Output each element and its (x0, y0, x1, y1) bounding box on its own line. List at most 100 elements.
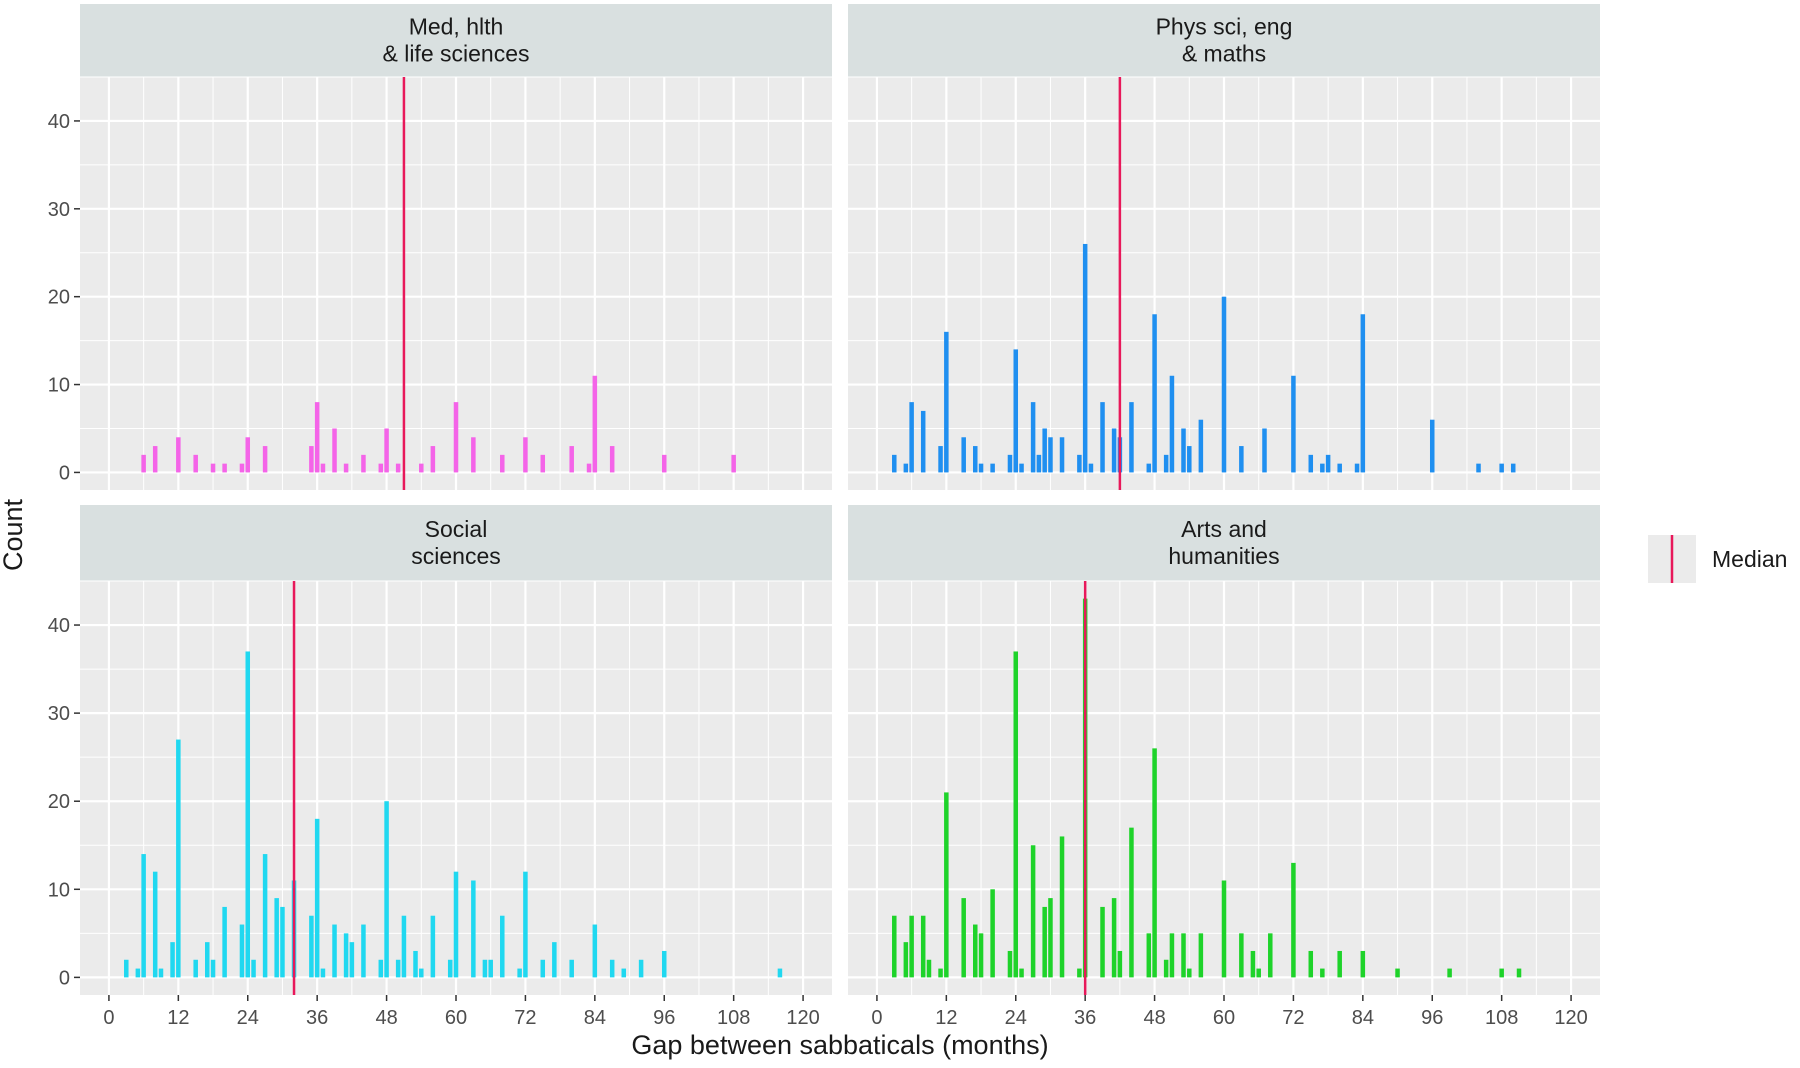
legend-label-median: Median (1712, 546, 1787, 572)
histogram-bar (262, 854, 268, 978)
histogram-bar (1129, 402, 1134, 473)
histogram-bar (401, 915, 407, 978)
y-tick-label: 0 (59, 967, 70, 989)
histogram-bar (205, 942, 210, 978)
histogram-bar (1181, 933, 1186, 978)
histogram-bar (1320, 968, 1325, 978)
histogram-bar (222, 906, 227, 978)
histogram-bar (1429, 419, 1435, 473)
histogram-bar (453, 871, 459, 978)
histogram-bar (523, 437, 528, 473)
histogram-bar (661, 950, 667, 978)
facet-title-arts: Arts and (1181, 516, 1267, 542)
histogram-bar (777, 968, 783, 978)
histogram-bar (262, 446, 268, 473)
facet-title-phys: & maths (1182, 41, 1266, 67)
histogram-bar (1476, 463, 1481, 473)
y-tick-label: 0 (59, 462, 70, 484)
histogram-bar (569, 959, 574, 978)
histogram-bar (961, 898, 966, 978)
histogram-bar (222, 463, 227, 473)
histogram-bar (1013, 651, 1019, 978)
y-tick-label: 10 (48, 375, 70, 397)
histogram-bar (523, 871, 528, 978)
histogram-bar (978, 933, 984, 978)
histogram-bar (569, 446, 574, 473)
histogram-bar (453, 402, 459, 473)
histogram-bar (1077, 454, 1082, 473)
histogram-bar (419, 968, 424, 978)
x-tick-label: 120 (1554, 1007, 1587, 1029)
histogram-bar (1077, 968, 1082, 978)
histogram-bar (1152, 314, 1157, 473)
histogram-bar (944, 331, 949, 473)
histogram-bar (135, 968, 141, 978)
histogram-bar (990, 889, 995, 978)
facet-title-med: Med, hlth (409, 14, 504, 40)
histogram-bar (1239, 446, 1244, 473)
histogram-bar (176, 437, 181, 473)
histogram-bar (1360, 950, 1366, 978)
histogram-bar (1325, 454, 1331, 473)
x-tick-label: 108 (717, 1007, 750, 1029)
histogram-bar (1059, 836, 1065, 978)
histogram-bar (909, 915, 914, 978)
y-tick-label: 30 (48, 703, 70, 725)
histogram-bar (1048, 898, 1053, 978)
histogram-bar (1163, 454, 1169, 473)
x-tick-label: 96 (653, 1007, 675, 1029)
histogram-bar (1221, 296, 1227, 473)
histogram-bar (1088, 463, 1094, 473)
facet-phys: Phys sci, eng& maths (848, 4, 1600, 490)
histogram-bar (332, 428, 337, 473)
facet-strip-med (80, 4, 832, 77)
y-tick-label: 30 (48, 199, 70, 221)
y-tick-label: 40 (48, 615, 70, 637)
histogram-bar (245, 437, 251, 473)
histogram-bar (210, 463, 216, 473)
histogram-bar (1187, 968, 1192, 978)
histogram-bar (378, 463, 384, 473)
histogram-bar (609, 446, 615, 473)
histogram-bar (1013, 349, 1019, 473)
histogram-bar (395, 463, 401, 473)
histogram-bar (1516, 968, 1522, 978)
histogram-bar (500, 915, 505, 978)
histogram-bar (973, 446, 978, 473)
histogram-bar (920, 915, 926, 978)
histogram-bar (314, 402, 320, 473)
x-tick-label: 72 (1282, 1007, 1304, 1029)
histogram-bar (141, 854, 146, 978)
histogram-bar (1221, 880, 1227, 978)
histogram-bar (920, 410, 926, 473)
histogram-bar (517, 968, 522, 978)
histogram-bar (1030, 845, 1036, 978)
histogram-bar (1007, 454, 1013, 473)
histogram-bar (280, 906, 285, 978)
histogram-bar (1030, 402, 1036, 473)
facet-strip-phys (848, 4, 1600, 77)
histogram-bar (343, 463, 349, 473)
histogram-bar (926, 959, 932, 978)
x-axis-title: Gap between sabbaticals (months) (631, 1030, 1048, 1060)
histogram-bar (892, 915, 897, 978)
histogram-bar (349, 942, 355, 978)
x-tick-label: 24 (1005, 1007, 1027, 1029)
histogram-bar (1048, 437, 1053, 473)
histogram-bar (430, 915, 436, 978)
histogram-bar (245, 651, 251, 978)
facet-strip-social (80, 505, 832, 581)
y-axis-title: Count (0, 498, 28, 571)
histogram-bar (586, 463, 592, 473)
histogram-bar (395, 959, 401, 978)
histogram-bar (210, 959, 216, 978)
histogram-bar (1042, 428, 1047, 473)
histogram-bar (1019, 463, 1024, 473)
x-tick-label: 60 (1213, 1007, 1235, 1029)
x-tick-label: 108 (1485, 1007, 1518, 1029)
x-tick-label: 36 (1074, 1007, 1096, 1029)
histogram-bar (1169, 375, 1175, 473)
histogram-bar (1320, 463, 1325, 473)
